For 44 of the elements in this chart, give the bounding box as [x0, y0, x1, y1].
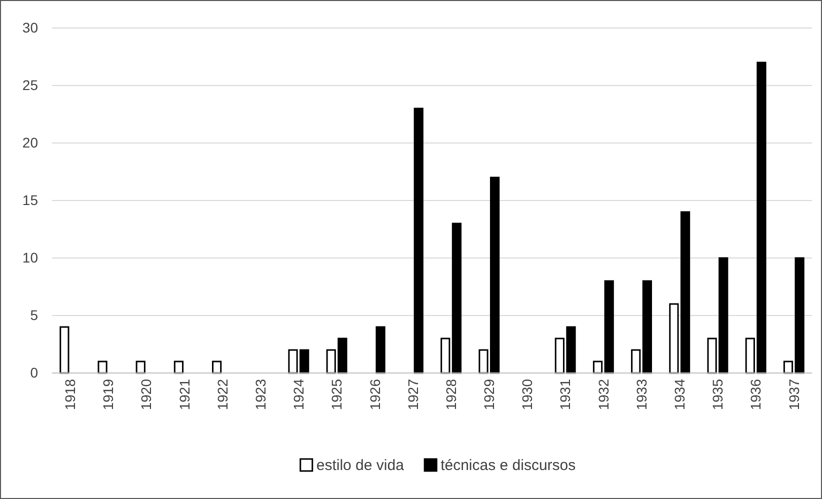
bar [783, 360, 794, 374]
x-tick-label: 1923 [252, 378, 268, 410]
x-tick-label: 1935 [710, 378, 726, 410]
y-tick-label: 15 [22, 192, 38, 208]
x-tick-label: 1936 [748, 378, 764, 410]
legend-label: estilo de vida [316, 457, 405, 474]
x-tick-label: 1927 [404, 378, 421, 410]
y-tick-label: 5 [30, 306, 38, 323]
x-tick-label: 1926 [366, 378, 383, 410]
y-tick-label: 30 [22, 19, 38, 36]
x-tick-label: 1921 [176, 378, 192, 410]
x-tick-label: 1918 [62, 378, 78, 410]
bar [60, 326, 70, 374]
y-tick-label: 20 [22, 134, 38, 150]
x-tick-label: 1928 [442, 378, 459, 410]
x-tick-label: 1922 [214, 378, 230, 410]
bar [212, 360, 222, 374]
y-tick-label: 0 [30, 364, 38, 380]
bar [414, 108, 424, 374]
legend-label: técnicas e discursos [440, 457, 576, 474]
x-tick-label: 1932 [595, 378, 612, 410]
bar [452, 222, 462, 374]
bar [592, 360, 603, 374]
x-tick-label: 1930 [519, 378, 536, 410]
x-tick-label: 1937 [786, 378, 802, 410]
x-tick-label: 1933 [633, 378, 650, 410]
y-tick-label: 10 [22, 249, 38, 266]
bar [174, 360, 184, 374]
x-tick-label: 1924 [290, 378, 307, 410]
x-tick-label: 1920 [138, 378, 154, 410]
x-tick-label: 1925 [328, 378, 345, 410]
bar [604, 280, 614, 374]
bar [440, 338, 450, 374]
y-tick-label: 25 [22, 76, 38, 93]
x-tick-label: 1931 [557, 378, 574, 410]
bar [794, 257, 804, 374]
bar [98, 360, 108, 374]
x-tick-label: 1919 [100, 378, 116, 410]
bar [376, 326, 386, 374]
x-tick-label: 1929 [481, 378, 498, 410]
bar [631, 349, 641, 374]
bar [136, 360, 146, 374]
x-tick-label: 1934 [672, 378, 688, 410]
bar [642, 280, 652, 374]
